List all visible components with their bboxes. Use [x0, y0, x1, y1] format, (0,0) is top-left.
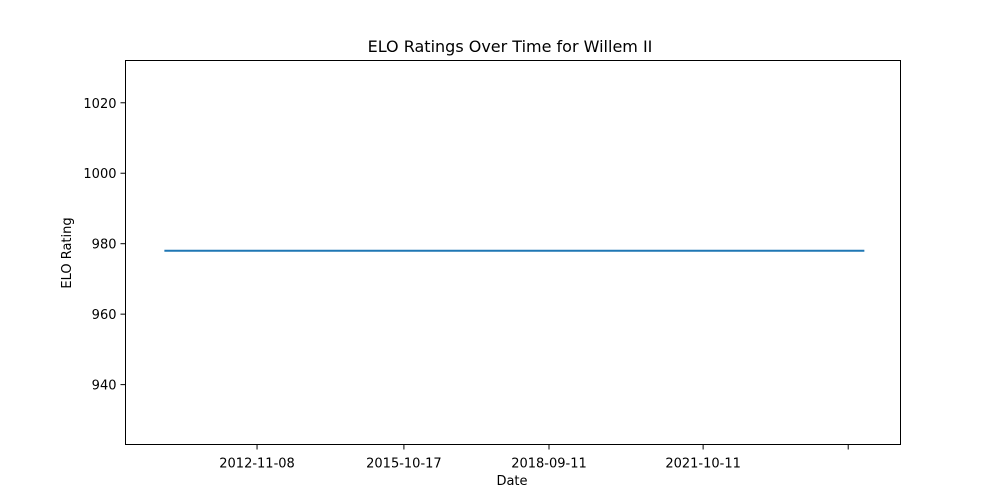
y-tick-label: 940: [92, 379, 117, 394]
y-axis-label: ELO Rating: [60, 217, 75, 288]
x-tick-label: 2021-10-11: [665, 457, 741, 472]
x-tick-label: 2018-09-11: [511, 457, 587, 472]
x-tick-label: 2012-11-08: [219, 457, 295, 472]
x-axis: 2012-11-08 2015-10-17 2018-09-11 2021-10-11: [219, 444, 849, 472]
y-axis: 940 960 980 1000 1020: [83, 97, 126, 394]
x-tick-label: 2015-10-17: [366, 457, 442, 472]
chart-title: ELO Ratings Over Time for Willem II: [368, 37, 653, 56]
y-tick-label: 980: [92, 238, 117, 253]
plot-frame: [125, 60, 901, 445]
y-tick-label: 960: [92, 308, 117, 323]
x-axis-label: Date: [496, 474, 527, 489]
y-tick-label: 1020: [83, 97, 116, 112]
y-tick-label: 1000: [83, 167, 116, 182]
